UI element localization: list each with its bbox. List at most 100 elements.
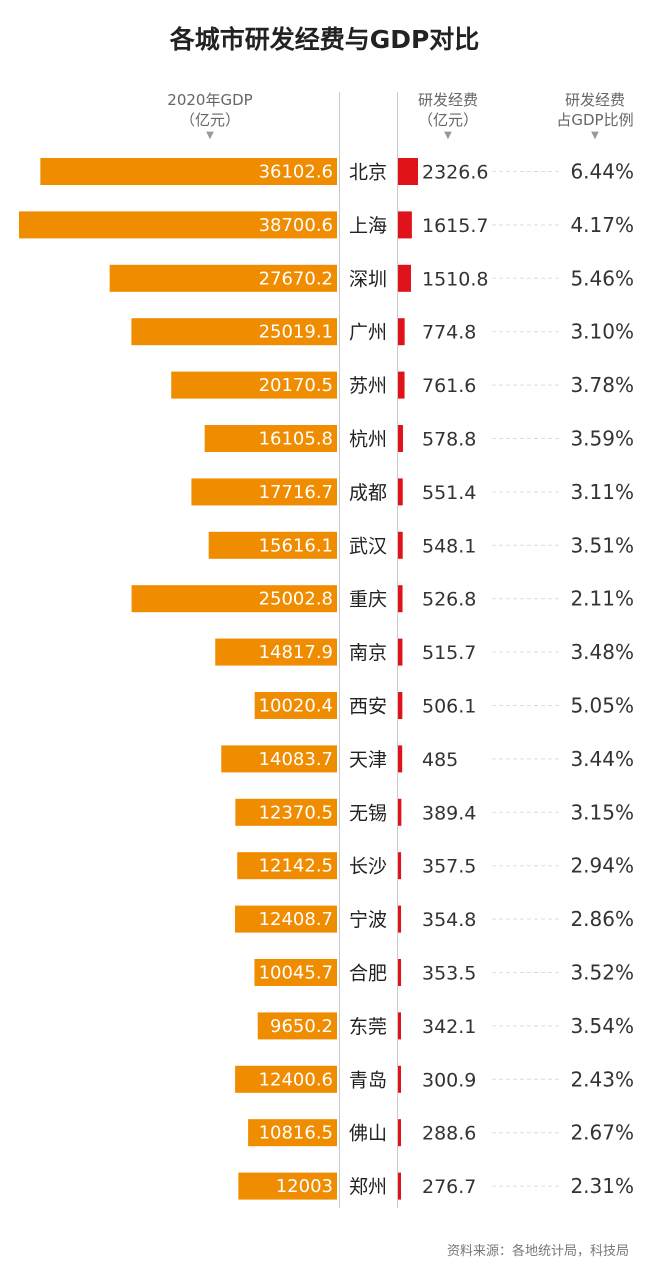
ratio-value-label: 2.94% (570, 854, 634, 878)
divider-right (397, 92, 398, 1208)
rd-value-label: 485 (422, 749, 458, 771)
gdp-value-label: 14817.9 (259, 642, 333, 663)
gdp-value-label: 10816.5 (259, 1123, 333, 1144)
gdp-value-label: 38700.6 (259, 215, 333, 236)
ratio-header-line1: 研发经费 (564, 91, 625, 109)
ratio-value-label: 3.15% (570, 800, 634, 824)
ratio-value-label: 2.43% (570, 1067, 634, 1091)
ratio-value-label: 2.11% (570, 587, 634, 611)
rd-value-label: 774.8 (422, 322, 476, 344)
city-label: 重庆 (349, 589, 387, 611)
city-label: 青岛 (349, 1069, 387, 1091)
ratio-value-label: 6.44% (570, 160, 634, 184)
rd-value-label: 357.5 (422, 856, 476, 878)
ratio-value-label: 3.59% (570, 427, 634, 451)
rd-bar (398, 1012, 401, 1040)
gdp-bar (254, 959, 337, 986)
ratio-value-label: 3.44% (570, 747, 634, 771)
gdp-value-label: 12400.6 (259, 1069, 333, 1090)
city-label: 佛山 (349, 1123, 387, 1145)
city-label: 宁波 (349, 909, 387, 931)
gdp-bar (204, 425, 337, 452)
gdp-bar (237, 852, 337, 880)
city-label: 无锡 (349, 802, 387, 824)
city-label: 北京 (349, 162, 387, 184)
gdp-header-line1: 2020年GDP (167, 91, 253, 109)
gdp-bar (254, 692, 337, 719)
rd-value-label: 506.1 (422, 696, 476, 718)
gdp-bar (208, 531, 337, 559)
ratio-value-label: 3.48% (570, 640, 634, 664)
gdp-bar (257, 1012, 337, 1040)
rd-value-label: 288.6 (422, 1123, 476, 1145)
rd-bar (398, 798, 402, 826)
gdp-value-label: 12003 (276, 1176, 333, 1197)
ratio-value-label: 3.78% (570, 373, 634, 397)
rd-bar (398, 1065, 401, 1093)
city-label: 苏州 (349, 375, 387, 397)
rd-value-label: 526.8 (422, 589, 476, 611)
gdp-bar (238, 1172, 337, 1200)
gdp-value-label: 17716.7 (259, 482, 333, 503)
gdp-header-line2: （亿元） (179, 111, 240, 129)
city-label: 南京 (349, 642, 387, 664)
rd-bar (398, 158, 418, 185)
gdp-value-label: 16105.8 (259, 429, 333, 450)
gdp-bar (235, 905, 337, 933)
gdp-bar (235, 1065, 337, 1093)
gdp-bar (221, 745, 337, 773)
city-label: 西安 (349, 696, 387, 718)
ratio-value-label: 2.31% (570, 1174, 634, 1198)
rd-bar (398, 425, 403, 452)
rd-value-label: 353.5 (422, 963, 476, 985)
city-label: 长沙 (349, 856, 387, 878)
city-label: 武汉 (349, 535, 387, 557)
chart-title: 各城市研发经费与GDP对比 (169, 25, 480, 54)
rd-value-label: 354.8 (422, 909, 476, 931)
rd-bar (398, 905, 402, 933)
rd-value-label: 578.8 (422, 429, 476, 451)
city-label: 广州 (349, 322, 387, 344)
rd-header-line2: （亿元） (417, 111, 478, 129)
city-label: 上海 (349, 215, 387, 237)
city-label: 成都 (349, 482, 387, 504)
ratio-value-label: 5.46% (570, 266, 634, 290)
rd-bar (398, 371, 405, 399)
gdp-value-label: 25019.1 (259, 322, 333, 343)
rd-bar (398, 585, 403, 613)
rd-bar (398, 692, 403, 719)
gdp-bar (171, 371, 337, 399)
rd-bar (398, 264, 411, 292)
gdp-bar (191, 478, 337, 506)
gdp-value-label: 12370.5 (259, 802, 333, 823)
rd-bar (398, 478, 403, 506)
ratio-value-label: 3.11% (570, 480, 634, 504)
ratio-column-header: 研发经费 占GDP比例 ▼ (530, 90, 649, 142)
ratio-value-label: 4.17% (570, 213, 634, 237)
rd-value-label: 548.1 (422, 535, 476, 557)
rd-value-label: 1510.8 (422, 268, 488, 290)
rd-bar (398, 531, 403, 559)
gdp-bar (40, 158, 338, 185)
rd-value-label: 1615.7 (422, 215, 488, 237)
rd-value-label: 761.6 (422, 375, 476, 397)
rd-bar (398, 959, 402, 986)
city-label: 郑州 (349, 1176, 387, 1198)
gdp-value-label: 20170.5 (259, 375, 333, 396)
rd-value-label: 342.1 (422, 1016, 476, 1038)
rd-bar (398, 1172, 401, 1200)
gdp-value-label: 27670.2 (259, 268, 333, 289)
ratio-value-label: 3.51% (570, 533, 634, 557)
gdp-value-label: 14083.7 (259, 749, 333, 770)
rd-column-header: 研发经费 （亿元） ▼ (388, 90, 508, 142)
divider-left (339, 92, 340, 1208)
gdp-bar (215, 638, 337, 666)
ratio-value-label: 3.54% (570, 1014, 634, 1038)
rd-value-label: 551.4 (422, 482, 476, 504)
gdp-bar (131, 585, 337, 613)
rd-value-label: 276.7 (422, 1176, 476, 1198)
ratio-value-label: 3.52% (570, 961, 634, 985)
rd-bar (398, 638, 403, 666)
gdp-value-label: 10020.4 (259, 696, 333, 717)
